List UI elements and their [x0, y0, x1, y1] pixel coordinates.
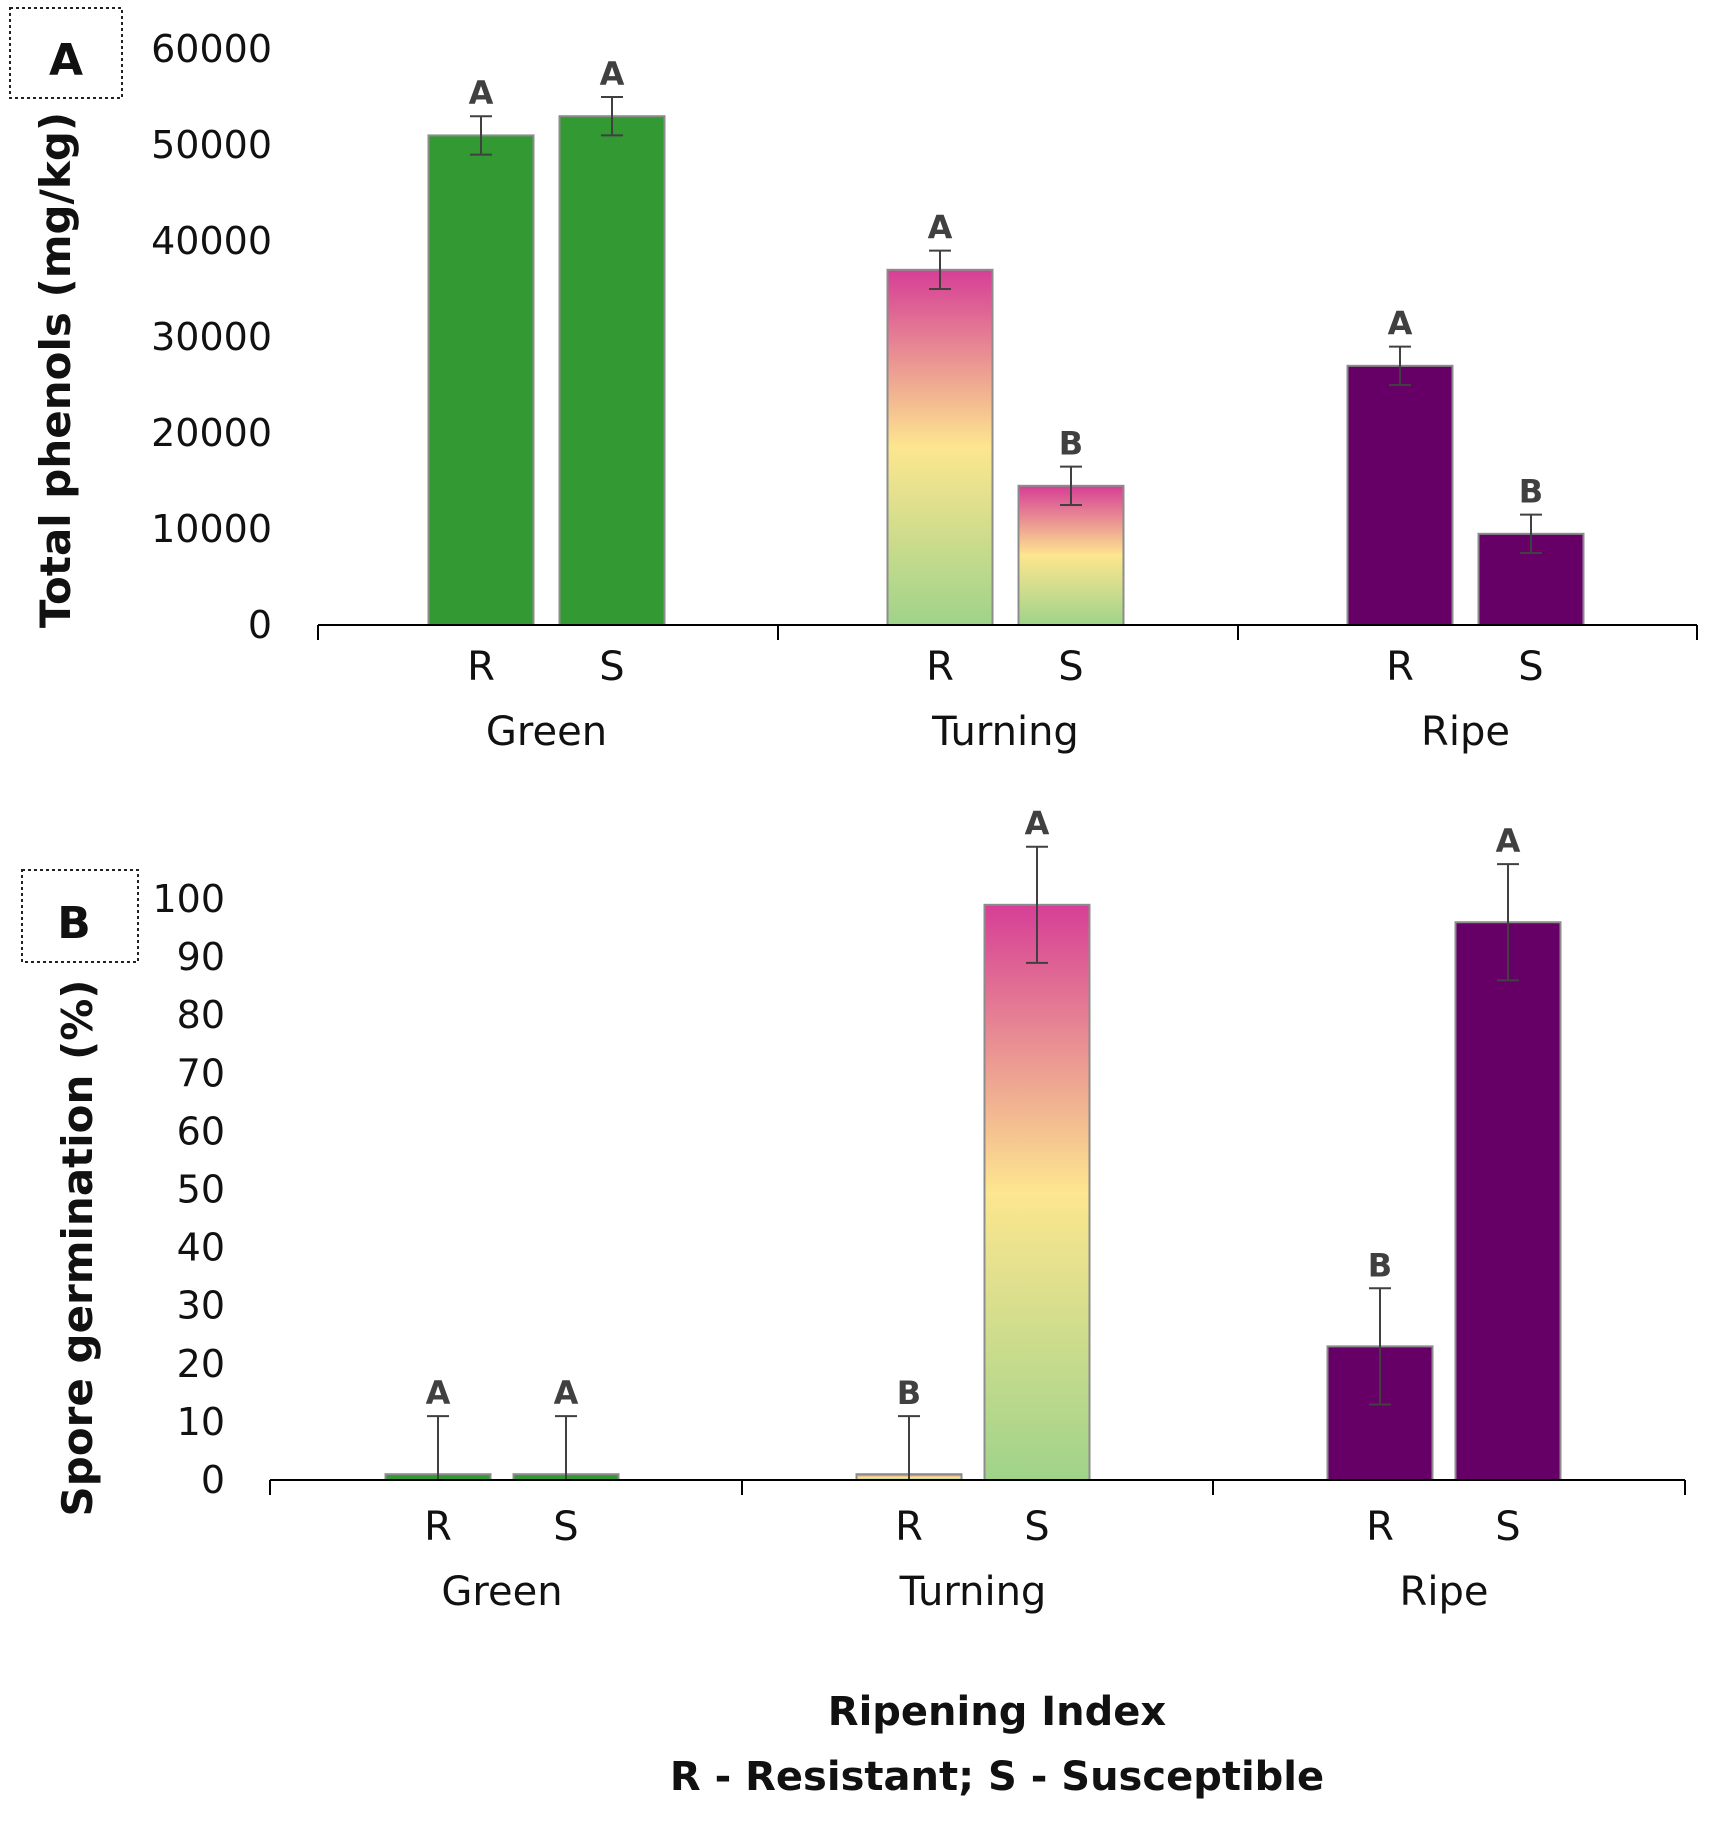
a-y-tick-label: 50000	[151, 123, 272, 167]
panel-b-label: B	[57, 898, 91, 949]
panel-a-bars: A A A B A B	[427, 55, 1585, 626]
b-y-tick-label: 50	[177, 1168, 225, 1212]
a-bar-ripe-r	[1346, 364, 1454, 626]
panel-a-label: A	[49, 35, 83, 86]
b-y-tick-label: 40	[177, 1226, 225, 1270]
b-y-tick-label: 90	[177, 935, 225, 979]
b-y-tick-label: 30	[177, 1284, 225, 1328]
b-x-tick-label: R	[424, 1504, 452, 1550]
b-x-tick-label: S	[1495, 1504, 1520, 1550]
b-y-tick-label: 80	[177, 993, 225, 1037]
a-y-tick-label: 10000	[151, 507, 272, 551]
b-bar-ripe-s	[1454, 921, 1562, 1481]
a-bar-green-r	[427, 134, 535, 626]
a-bar-turning-r	[886, 268, 994, 626]
b-significance-label: A	[426, 1374, 451, 1412]
a-significance-label: B	[1519, 473, 1543, 511]
legend-note: R - Resistant; S - Susceptible	[670, 1754, 1324, 1800]
a-x-tick-label: R	[467, 644, 495, 690]
panel-a-chart: A Total phenols (mg/kg) 0 10000 20000 30000…	[9, 7, 1698, 755]
b-bar-turning-s	[983, 903, 1091, 1481]
b-x-tick-label: S	[553, 1504, 578, 1550]
b-y-tick-label: 20	[177, 1342, 225, 1386]
b-significance-label: B	[897, 1374, 921, 1412]
panel-a-label-box	[9, 7, 123, 99]
panel-b-y-axis-title: Spore germination (%)	[53, 980, 102, 1517]
b-x-tick-label: R	[1366, 1504, 1394, 1550]
a-bar-turning-s	[1017, 484, 1125, 626]
b-y-tick-label: 100	[152, 877, 225, 921]
a-significance-label: A	[600, 55, 625, 93]
a-significance-label: A	[928, 209, 953, 247]
a-significance-label: B	[1059, 425, 1083, 463]
panel-a-y-axis-title: Total phenols (mg/kg)	[31, 112, 80, 628]
b-y-tick-label: 70	[177, 1051, 225, 1095]
a-x-tick-label: R	[926, 644, 954, 690]
a-group-label: Green	[486, 709, 607, 755]
b-x-tick-label: S	[1024, 1504, 1049, 1550]
a-y-tick-label: 60000	[151, 27, 272, 71]
a-significance-label: A	[469, 74, 494, 112]
a-group-label: Ripe	[1421, 709, 1510, 755]
b-significance-label: B	[1368, 1246, 1392, 1284]
b-group-label: Green	[441, 1569, 562, 1615]
panel-a-y-ticks: 0 10000 20000 30000 40000 50000 60000	[151, 27, 272, 647]
a-y-tick-label: 40000	[151, 219, 272, 263]
b-y-tick-label: 0	[201, 1458, 225, 1502]
b-significance-label: A	[1025, 805, 1050, 843]
a-group-label: Turning	[931, 709, 1079, 755]
panel-b-y-ticks: 0 10 20 30 40 50 60 70 80 90 100	[152, 877, 225, 1502]
panel-b-bars: A A B A B A	[384, 805, 1562, 1481]
a-x-tick-label: S	[1058, 644, 1083, 690]
a-x-tick-label: S	[599, 644, 624, 690]
b-group-label: Ripe	[1400, 1569, 1489, 1615]
a-y-tick-label: 20000	[151, 411, 272, 455]
panel-b-chart: B Spore germination (%) 0 10 20 30 40 50 60 70 8…	[21, 805, 1686, 1615]
b-significance-label: A	[1496, 822, 1521, 860]
a-bar-green-s	[558, 115, 666, 626]
b-x-tick-label: R	[895, 1504, 923, 1550]
a-x-tick-label: R	[1386, 644, 1414, 690]
b-y-tick-label: 60	[177, 1109, 225, 1153]
a-y-tick-label: 30000	[151, 315, 272, 359]
b-group-label: Turning	[899, 1569, 1047, 1615]
x-axis-title: Ripening Index	[828, 1689, 1167, 1735]
a-y-tick-label: 0	[248, 603, 272, 647]
b-y-tick-label: 10	[177, 1400, 225, 1444]
b-significance-label: A	[554, 1374, 579, 1412]
panel-b-label-box	[21, 869, 139, 963]
a-x-tick-label: S	[1518, 644, 1543, 690]
a-significance-label: A	[1388, 305, 1413, 343]
